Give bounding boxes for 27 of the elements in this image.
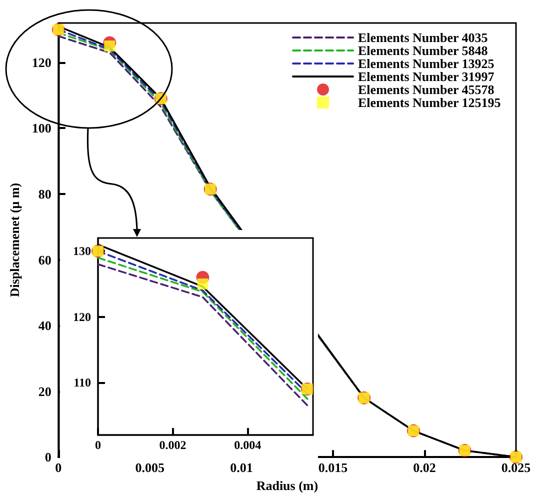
legend-label: Elements Number 125195 (358, 95, 502, 110)
x-tick-label: 0 (55, 460, 62, 476)
y-tick-label: 130 (73, 244, 91, 258)
y-tick-label: 80 (38, 186, 52, 202)
y-tick-label: 0 (44, 450, 52, 465)
legend-label: Elements Number 13925 (358, 56, 495, 71)
legend-label: Elements Number 31997 (358, 69, 495, 84)
x-tick-label: 0.005 (135, 460, 166, 476)
legend-label: Elements Number 4035 (358, 30, 488, 45)
x-tick-label: 0 (95, 438, 101, 452)
x-tick-label: 0.02 (413, 460, 436, 476)
x-tick-label: 0.01 (230, 460, 253, 476)
x-tick-label: 0.025 (501, 460, 532, 476)
x-tick-label: 0.004 (234, 438, 262, 452)
y-axis-title: Displacemenet (μ m) (7, 182, 22, 298)
legend-label: Elements Number 45578 (358, 82, 495, 97)
x-tick-label: 0.015 (318, 460, 348, 476)
x-tick-label: 0.002 (159, 438, 186, 452)
y-tick-label: 60 (38, 252, 52, 268)
x-axis-title: Radius (m) (256, 478, 318, 493)
legend-label: Elements Number 5848 (358, 43, 488, 58)
y-tick-label: 100 (32, 120, 52, 136)
y-tick-label: 110 (74, 375, 91, 390)
y-tick-label: 120 (32, 54, 52, 70)
y-tick-label: 20 (38, 384, 52, 399)
y-tick-label: 120 (73, 310, 91, 324)
y-tick-label: 40 (38, 318, 52, 334)
